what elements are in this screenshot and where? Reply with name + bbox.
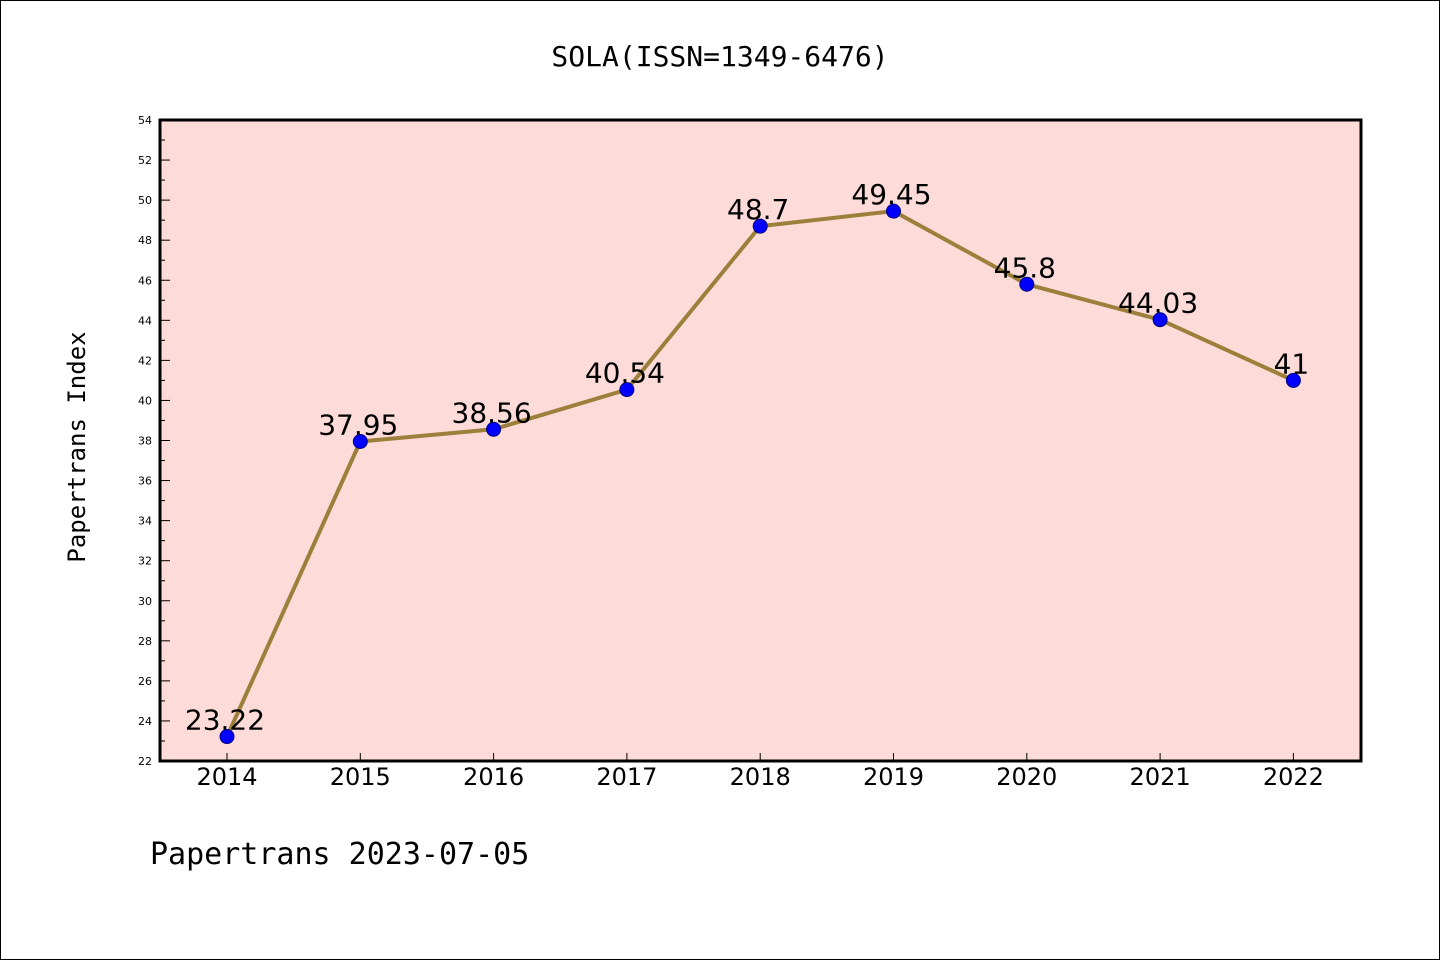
y-tick-label: 54 xyxy=(138,114,152,127)
y-tick-label: 30 xyxy=(138,595,152,608)
data-point xyxy=(1285,372,1301,388)
plot-border xyxy=(158,118,1363,763)
footer-credit: Papertrans 2023-07-05 xyxy=(150,837,529,872)
y-tick-label: 36 xyxy=(138,475,152,488)
x-tick-label: 2018 xyxy=(730,763,791,791)
x-tick-label: 2014 xyxy=(196,763,257,791)
data-label: 49.45 xyxy=(851,178,931,211)
y-tick-label: 48 xyxy=(138,234,152,247)
data-point xyxy=(219,729,235,745)
y-tick-label: 40 xyxy=(138,394,152,407)
x-tick-label: 2020 xyxy=(996,763,1057,791)
data-point xyxy=(752,218,768,234)
y-tick-label: 34 xyxy=(138,515,152,528)
y-tick-label: 52 xyxy=(138,154,152,167)
x-tick-label: 2021 xyxy=(1130,763,1191,791)
data-points xyxy=(219,203,1301,745)
x-tick-label: 2015 xyxy=(330,763,391,791)
x-tick-label: 2019 xyxy=(863,763,924,791)
y-axis-label: Papertrans Index xyxy=(63,331,91,562)
y-tick-label: 42 xyxy=(138,354,152,367)
chart-title: SOLA(ISSN=1349-6476) xyxy=(551,40,888,73)
data-label: 44.03 xyxy=(1118,287,1198,320)
data-label: 48.7 xyxy=(727,193,789,226)
data-point xyxy=(886,203,901,219)
data-label: 40.54 xyxy=(585,357,665,390)
y-tick-label: 24 xyxy=(138,715,152,728)
data-label: 38.56 xyxy=(452,396,532,429)
data-point xyxy=(486,421,502,437)
x-tick-label: 2017 xyxy=(596,763,657,791)
y-tick-label: 50 xyxy=(138,194,152,207)
data-label: 37.95 xyxy=(318,409,398,442)
data-point xyxy=(619,382,635,398)
x-axis: 2014 2015 2016 2017 2018 2019 2020 2021 2022 xyxy=(196,753,1324,791)
y-tick-label: 38 xyxy=(138,435,152,448)
y-axis: 22 24 26 28 30 32 34 36 38 40 42 44 46 48 50 52 54 xyxy=(138,114,170,768)
data-label: 45.8 xyxy=(994,251,1056,284)
data-point xyxy=(1152,312,1168,328)
data-label: 23.22 xyxy=(185,704,265,737)
x-tick-label: 2016 xyxy=(463,763,524,791)
y-tick-label: 32 xyxy=(138,555,152,568)
y-tick-label: 28 xyxy=(138,635,152,648)
data-point xyxy=(352,434,368,450)
y-tick-label: 46 xyxy=(138,274,152,287)
x-tick-label: 2022 xyxy=(1263,763,1324,791)
y-tick-label: 22 xyxy=(138,755,152,768)
data-labels: 23.22 37.95 38.56 40.54 48.7 49.45 45.8 44.03 41 xyxy=(185,178,1309,736)
y-tick-label: 44 xyxy=(138,314,152,327)
data-label: 41 xyxy=(1274,347,1310,380)
y-tick-label: 26 xyxy=(138,675,152,688)
data-point xyxy=(1019,276,1035,292)
